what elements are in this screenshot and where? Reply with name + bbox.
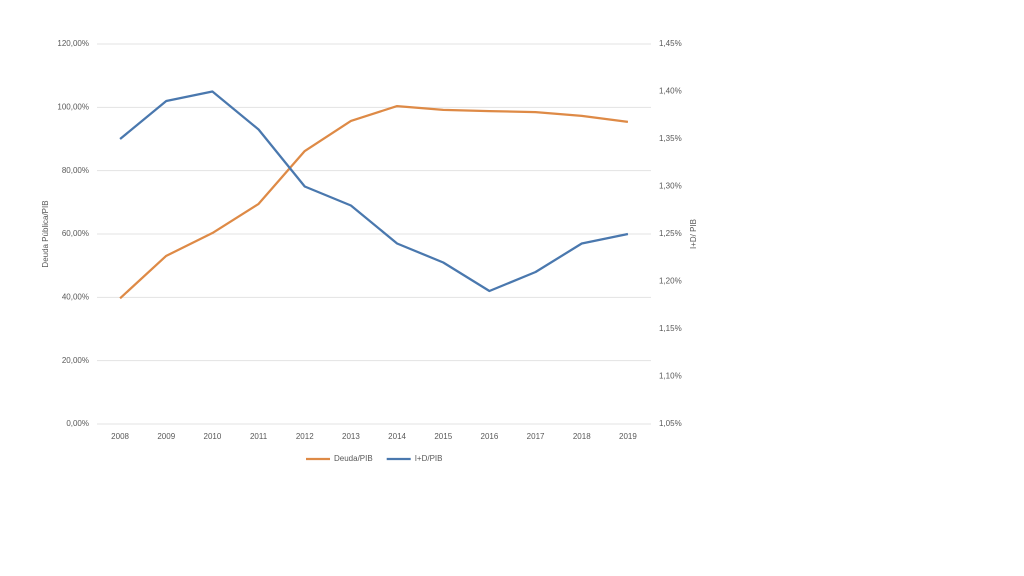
y-tick-label: 80,00% [62, 166, 89, 175]
y2-tick-label: 1,10% [659, 372, 682, 381]
y2-tick-label: 1,40% [659, 87, 682, 96]
legend-label: I+D/PIB [415, 454, 443, 463]
y2-tick-label: 1,30% [659, 182, 682, 191]
line [119, 104, 629, 300]
x-tick-label: 2019 [619, 432, 637, 441]
y2-axis-title: I+D/ PIB [689, 219, 698, 249]
line [119, 90, 629, 293]
x-tick-label: 2012 [296, 432, 314, 441]
x-tick-label: 2014 [388, 432, 406, 441]
y-tick-label: 40,00% [62, 292, 89, 301]
y2-tick-label: 1,25% [659, 229, 682, 238]
x-tick-label: 2015 [434, 432, 452, 441]
y2-tick-label: 1,35% [659, 134, 682, 143]
legend-label: Deuda/PIB [334, 454, 373, 463]
y-axis-title: Deuda Pública/PIB [41, 200, 50, 267]
x-tick-label: 2010 [204, 432, 222, 441]
x-tick-label: 2017 [527, 432, 545, 441]
y-tick-label: 20,00% [62, 356, 89, 365]
x-tick-label: 2008 [111, 432, 129, 441]
y2-tick-label: 1,20% [659, 277, 682, 286]
y-tick-label: 0,00% [66, 419, 89, 428]
x-tick-label: 2018 [573, 432, 591, 441]
x-tick-label: 2011 [250, 432, 268, 441]
x-tick-label: 2016 [481, 432, 499, 441]
y2-tick-label: 1,15% [659, 324, 682, 333]
y-tick-label: 100,00% [57, 102, 89, 111]
y2-tick-label: 1,05% [659, 419, 682, 428]
x-tick-label: 2013 [342, 432, 360, 441]
y-tick-label: 60,00% [62, 229, 89, 238]
y-tick-label: 120,00% [57, 39, 89, 48]
x-tick-label: 2009 [157, 432, 175, 441]
y2-tick-label: 1,45% [659, 39, 682, 48]
